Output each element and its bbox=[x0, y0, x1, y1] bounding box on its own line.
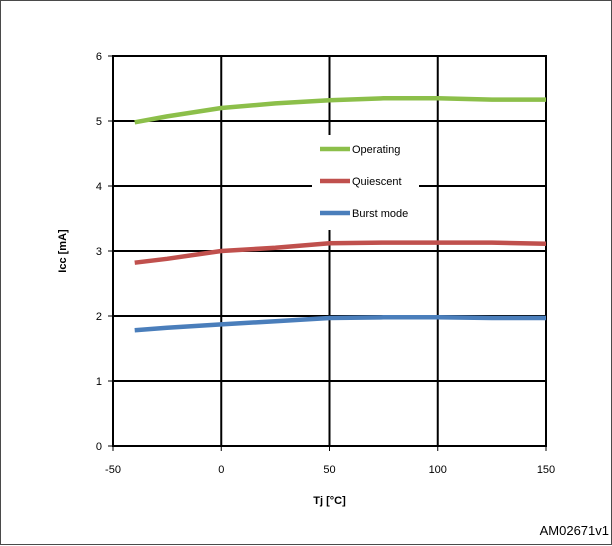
y-tick-label: 6 bbox=[96, 51, 102, 63]
series-line-burst-mode bbox=[134, 315, 546, 333]
x-tick-label: 0 bbox=[218, 464, 224, 476]
series-line-operating bbox=[134, 96, 546, 125]
legend-label-burst-mode: Burst mode bbox=[352, 208, 408, 220]
legend-label-operating: Operating bbox=[352, 144, 400, 156]
x-tick-label: 100 bbox=[429, 464, 447, 476]
x-tick-label: 50 bbox=[323, 464, 335, 476]
legend-label-quiescent: Quiescent bbox=[352, 176, 402, 188]
y-tick-label: 5 bbox=[96, 116, 102, 128]
x-tick-label: -50 bbox=[105, 464, 121, 476]
y-tick-label: 1 bbox=[96, 376, 102, 388]
figure-id-label: AM02671v1 bbox=[539, 523, 609, 538]
y-tick-label: 2 bbox=[96, 311, 102, 323]
x-axis-title: Tj [°C] bbox=[313, 495, 346, 507]
x-tick-label: 150 bbox=[537, 464, 555, 476]
y-axis-title: Icc [mA] bbox=[57, 229, 69, 273]
y-tick-label: 3 bbox=[96, 246, 102, 258]
y-tick-label: 0 bbox=[96, 441, 102, 453]
y-tick-label: 4 bbox=[96, 181, 102, 193]
series-line-quiescent bbox=[134, 240, 547, 265]
